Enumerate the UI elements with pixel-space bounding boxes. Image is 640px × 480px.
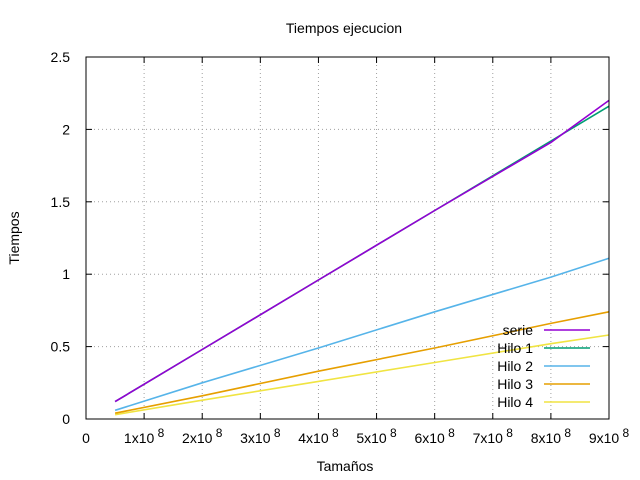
x-tick-label: 7x10 8 [473,426,514,446]
x-tick-exponent: 8 [212,426,222,440]
grid [86,57,609,419]
legend-label: Hilo 3 [497,376,533,392]
legend-label: Hilo 1 [497,340,533,356]
tick-labels: 0 1x10 8 2x10 8 3x10 8 4x10 8 5x10 8 6x10 8 7x1… [51,49,630,446]
x-tick-exponent: 8 [445,426,455,440]
x-tick-exponent: 8 [619,426,629,440]
x-tick-label: 2x10 8 [182,426,223,446]
x-tick-label: 8x10 8 [531,426,572,446]
series-line-hilo-2 [114,257,610,412]
x-tick-exponent: 8 [271,426,281,440]
legend: serie Hilo 1 Hilo 2 Hilo 3 Hilo 4 [497,322,590,410]
x-tick-exponent: 8 [387,426,397,440]
y-tick-label: 0 [62,411,70,427]
y-tick-label: 2.5 [51,49,71,65]
y-tick-label: 2 [62,121,70,137]
series-line-serie [114,99,610,403]
y-tick-label: 1.5 [51,194,71,210]
legend-label: serie [503,322,534,338]
x-tick-exponent: 8 [503,426,513,440]
x-tick-label: 0 [82,430,90,446]
y-tick-label: 0.5 [51,339,71,355]
plot-frame [85,56,610,420]
y-tick-label: 1 [62,266,70,282]
x-tick-exponent: 8 [561,426,571,440]
x-tick-label: 9x10 8 [589,426,630,446]
series-line-hilo-3 [114,311,610,414]
y-axis-title: Tiempos [6,211,22,264]
series-lines [114,99,610,416]
x-tick-label: 5x10 8 [356,426,397,446]
x-tick-exponent: 8 [329,426,339,440]
legend-label: Hilo 2 [497,358,533,374]
x-axis-title: Tamaños [317,458,374,474]
x-tick-label: 6x10 8 [414,426,455,446]
chart-title: Tiempos ejecucion [286,20,402,36]
legend-label: Hilo 4 [497,394,533,410]
series-line-hilo-4 [114,334,610,416]
x-tick-label: 1x10 8 [124,426,165,446]
x-tick-exponent: 8 [154,426,164,440]
x-tick-label: 4x10 8 [298,426,339,446]
x-tick-label: 3x10 8 [240,426,281,446]
ticks [85,56,610,420]
